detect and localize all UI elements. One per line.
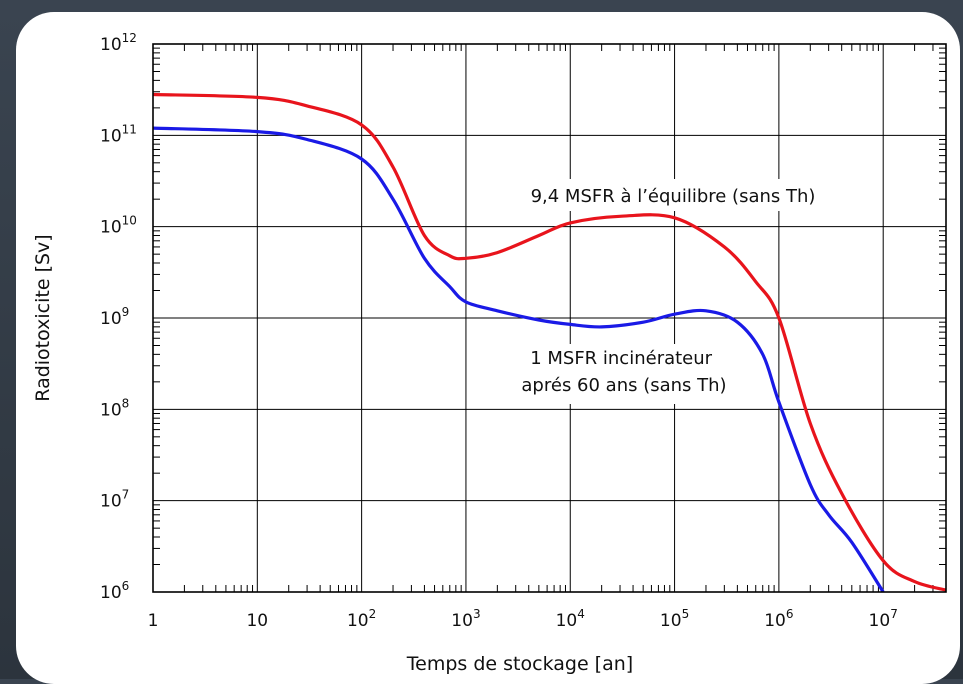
x-tick-label: 104 [556,607,585,631]
y-tick-labels: 106 107 108 109 1010 1011 1012 [100,31,137,603]
grid [152,43,946,593]
series-1-label-bg [492,179,854,211]
y-axis-title: Radiotoxicite [Sv] [32,234,54,401]
series-1-line [153,92,946,592]
radiotoxicity-chart: 1 10 102 103 104 105 106 107 106107108109101010… [32,31,947,675]
series-1-label: 9,4 MSFR à l’équilibre (sans Th) [531,186,816,207]
x-tick-label: 102 [347,607,376,631]
x-axis-title: Temps de stockage [an] [406,653,633,675]
series-2-label-line-2: aprés 60 ans (sans Th) [521,375,726,396]
series-2-label: 1 MSFR incinérateur aprés 60 ans (sans T… [521,348,726,396]
plot-frame [152,43,947,593]
y-tick-label: 108 [100,396,129,420]
minor-ticks [153,44,947,592]
x-tick-label: 1 [148,611,159,631]
x-tick-label: 103 [451,607,480,631]
y-tick-label: 109 [100,305,129,329]
y-tick-label: 107 [100,488,129,512]
x-tick-labels: 1 10 102 103 104 105 106 107 [148,607,898,631]
y-tick-label: 1010 [100,214,137,238]
series-2-label-bg [494,344,754,404]
y-tick-label: 1012 [100,31,137,55]
y-tick-label: 1011 [100,122,137,146]
x-tick-label: 105 [660,607,689,631]
x-tick-label: 106 [764,607,793,631]
y-tick-label: 106 [100,579,129,603]
x-tick-label: 107 [869,607,898,631]
slide-card: 1 10 102 103 104 105 106 107 106 107 108 109 1010 10… [16,12,960,684]
x-tick-label: 10 [246,611,268,631]
series-2-label-line-1: 1 MSFR incinérateur [530,348,712,369]
series-2-line [153,126,885,592]
series-layer [153,92,946,592]
